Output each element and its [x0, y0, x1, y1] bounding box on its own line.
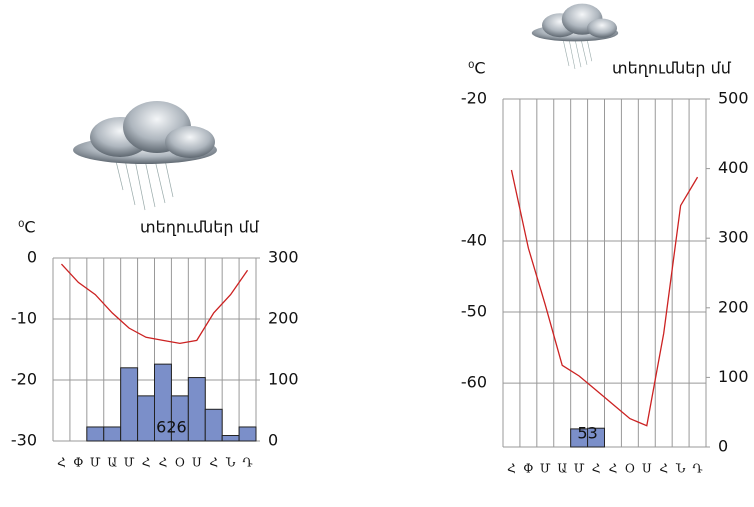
- cloud-icon: [73, 101, 217, 211]
- cloud-icon: [531, 3, 619, 70]
- x-tick-label: Փ: [523, 462, 533, 476]
- x-tick-label: Հ: [592, 462, 601, 476]
- y2-tick-label: 200: [718, 297, 749, 316]
- precipitation-bar: [221, 435, 240, 442]
- y2-tick-label: 500: [718, 89, 749, 108]
- precipitation-bar: [86, 426, 105, 442]
- x-tick-label: Մ: [540, 462, 551, 476]
- y2-tick-label: 300: [268, 248, 299, 267]
- y-tick-label: -50: [461, 302, 487, 321]
- x-tick-label: Օ: [625, 462, 635, 476]
- x-tick-label: Հ: [142, 456, 151, 470]
- y-axis-unit: ⁰C: [18, 218, 36, 237]
- x-tick-label: Մ: [574, 462, 585, 476]
- y2-axis-title: տեղումներ մմ: [612, 59, 732, 78]
- y-axis-unit: ⁰C: [468, 59, 486, 78]
- precipitation-total: 626: [156, 418, 187, 437]
- x-tick-label: Փ: [73, 456, 83, 470]
- x-tick-label: Ն: [675, 462, 686, 476]
- precipitation-bar: [204, 408, 223, 442]
- precipitation-bar: [120, 367, 139, 442]
- precipitation-total: 53: [577, 424, 597, 443]
- x-tick-label: Մ: [90, 456, 101, 470]
- x-tick-label: Ս: [192, 456, 202, 470]
- y-tick-label: -30: [11, 431, 37, 450]
- x-tick-label: Դ: [692, 462, 703, 476]
- y-tick-label: 0: [27, 248, 37, 267]
- x-tick-label: Հ: [57, 456, 66, 470]
- temperature-line: [60, 263, 249, 345]
- x-tick-label: Հ: [507, 462, 516, 476]
- x-tick-label: Ս: [642, 462, 652, 476]
- y2-axis-title: տեղումներ մմ: [140, 218, 260, 237]
- y2-tick-label: 300: [718, 228, 749, 247]
- y2-tick-label: 200: [268, 309, 299, 328]
- y-tick-label: -60: [461, 373, 487, 392]
- precipitation-bar: [238, 426, 257, 442]
- x-tick-label: Հ: [609, 462, 618, 476]
- precipitation-bar: [137, 395, 155, 442]
- y-tick-label: -10: [11, 309, 37, 328]
- x-tick-label: Օ: [175, 456, 185, 470]
- precipitation-bar: [103, 426, 122, 442]
- x-tick-label: Հ: [159, 456, 168, 470]
- y2-tick-label: 100: [268, 370, 299, 389]
- x-tick-label: Դ: [242, 456, 253, 470]
- y2-tick-label: 100: [718, 367, 749, 386]
- x-tick-label: Մ: [124, 456, 135, 470]
- y-tick-label: -40: [461, 231, 487, 250]
- y-tick-label: -20: [461, 89, 487, 108]
- x-tick-label: Ն: [225, 456, 236, 470]
- y2-tick-label: 0: [718, 437, 728, 456]
- y-tick-label: -20: [11, 370, 37, 389]
- x-tick-label: Հ: [659, 462, 668, 476]
- x-tick-label: Ա: [557, 462, 567, 476]
- x-tick-label: Ա: [107, 456, 117, 470]
- y2-tick-label: 400: [718, 158, 749, 177]
- precipitation-bar: [587, 427, 605, 448]
- precipitation-bar: [187, 377, 206, 442]
- x-tick-label: Հ: [209, 456, 218, 470]
- y2-tick-label: 0: [268, 431, 278, 450]
- temperature-line: [510, 169, 699, 427]
